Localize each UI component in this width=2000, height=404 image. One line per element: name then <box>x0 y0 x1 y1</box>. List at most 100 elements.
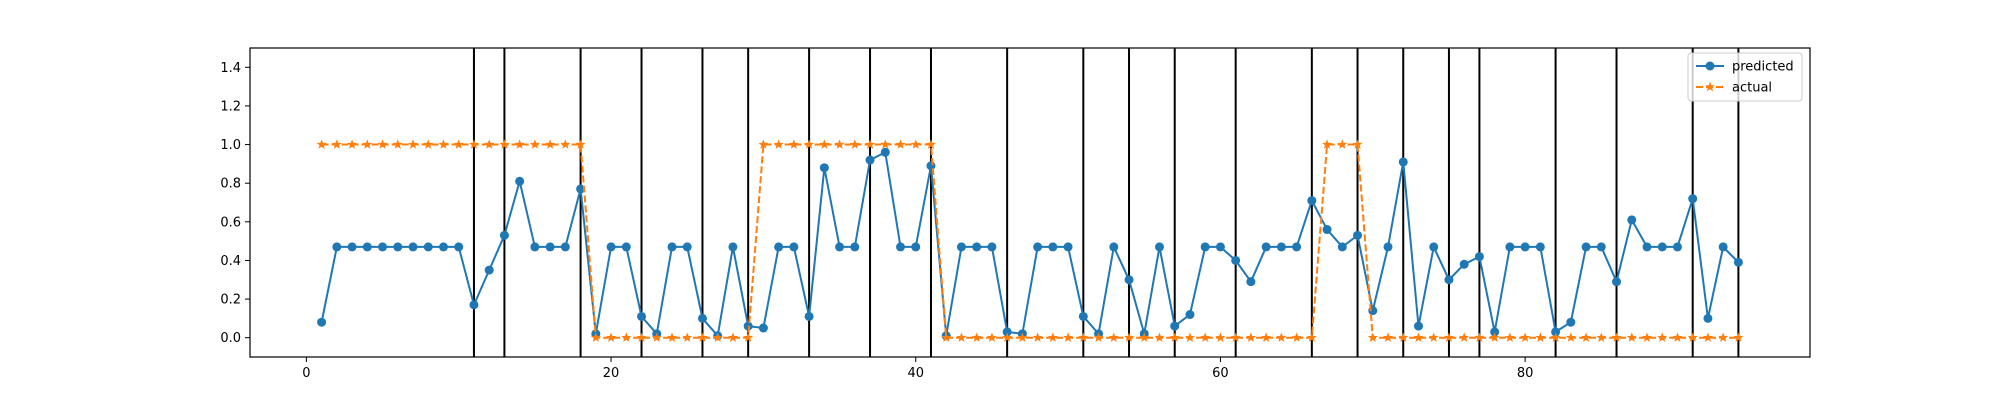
data-point-predicted <box>1383 242 1393 252</box>
data-point-predicted <box>347 242 357 252</box>
legend-marker-actual <box>1705 81 1715 92</box>
data-point-actual <box>849 139 860 149</box>
data-point-actual <box>1367 332 1378 342</box>
data-point-actual <box>880 139 891 149</box>
data-point-predicted <box>1672 242 1682 252</box>
data-point-actual <box>1626 332 1637 342</box>
data-point-actual <box>316 139 327 149</box>
data-point-predicted <box>515 176 525 186</box>
data-point-predicted <box>499 230 509 240</box>
data-point-actual <box>758 139 769 149</box>
data-point-actual <box>347 139 358 149</box>
data-point-actual <box>392 139 403 149</box>
data-point-actual <box>514 139 525 149</box>
data-point-actual <box>1702 332 1713 342</box>
data-point-actual <box>1611 332 1622 342</box>
data-point-actual <box>773 139 784 149</box>
legend-marker-predicted <box>1705 61 1715 71</box>
data-point-predicted <box>758 323 768 333</box>
data-point-predicted <box>606 242 616 252</box>
plot-frame <box>249 47 1811 358</box>
data-point-predicted <box>835 242 845 252</box>
data-point-predicted <box>1718 242 1728 252</box>
axes: 0 20 40 60 80 0.0 0.2 0.4 0.6 0.8 1.0 1.2 1.4 <box>220 47 1811 381</box>
data-point-actual <box>1474 332 1485 342</box>
data-point-predicted <box>438 242 448 252</box>
data-point-actual <box>1520 332 1531 342</box>
data-point-actual <box>1657 332 1668 342</box>
y-tick-label: 0.4 <box>220 254 241 269</box>
data-point-actual <box>1017 332 1028 342</box>
data-point-actual <box>560 139 571 149</box>
data-point-actual <box>423 139 434 149</box>
data-point-predicted <box>1215 242 1225 252</box>
data-point-actual <box>697 332 708 342</box>
data-point-actual <box>590 332 601 342</box>
data-point-actual <box>438 139 449 149</box>
y-tick-label: 1.0 <box>220 138 241 153</box>
data-point-actual <box>834 139 845 149</box>
data-point-actual <box>1047 332 1058 342</box>
x-tick-label: 80 <box>1517 366 1534 381</box>
data-point-actual <box>453 139 464 149</box>
data-point-actual <box>1398 332 1409 342</box>
data-point-actual <box>910 139 921 149</box>
data-point-predicted <box>1337 242 1347 252</box>
data-point-predicted <box>454 242 464 252</box>
data-point-actual <box>1322 139 1333 149</box>
data-point-actual <box>1108 332 1119 342</box>
legend-entry-predicted: predicted <box>1696 60 1794 75</box>
data-point-predicted <box>1612 277 1622 287</box>
data-point-predicted <box>1459 259 1469 269</box>
data-point-predicted <box>911 242 921 252</box>
data-point-predicted <box>423 242 433 252</box>
data-point-predicted <box>378 242 388 252</box>
data-point-actual <box>1733 332 1744 342</box>
data-point-actual <box>1063 332 1074 342</box>
data-point-actual <box>712 332 723 342</box>
data-point-predicted <box>1551 327 1561 337</box>
data-point-predicted <box>1231 255 1241 265</box>
data-point-actual <box>1565 332 1576 342</box>
data-point-predicted <box>880 147 890 157</box>
data-point-actual <box>1139 332 1150 342</box>
data-point-actual <box>727 332 738 342</box>
data-point-predicted <box>896 242 906 252</box>
data-point-predicted <box>1292 242 1302 252</box>
data-point-predicted <box>1505 242 1515 252</box>
series-actual <box>316 139 1744 342</box>
data-point-predicted <box>667 242 677 252</box>
data-point-predicted <box>956 242 966 252</box>
data-point-predicted <box>1490 327 1500 337</box>
y-tick-label: 1.4 <box>220 61 241 76</box>
data-point-actual <box>1306 332 1317 342</box>
legend-entry-actual: actual <box>1696 81 1772 96</box>
x-tick-label: 0 <box>302 366 310 381</box>
data-point-actual <box>788 139 799 149</box>
data-point-predicted <box>1200 242 1210 252</box>
data-point-predicted <box>1078 311 1088 321</box>
data-point-actual <box>1337 139 1348 149</box>
data-point-predicted <box>530 242 540 252</box>
data-point-actual <box>1444 332 1454 342</box>
data-point-predicted <box>972 242 982 252</box>
data-point-predicted <box>1170 321 1180 331</box>
data-point-actual <box>1687 332 1698 342</box>
data-point-actual <box>1245 332 1256 342</box>
data-point-actual <box>1291 332 1302 342</box>
data-point-actual <box>1718 332 1729 342</box>
data-point-actual <box>1459 332 1470 342</box>
data-point-actual <box>636 332 647 342</box>
data-point-actual <box>651 332 662 342</box>
data-point-predicted <box>1703 313 1713 323</box>
data-point-actual <box>1550 332 1561 342</box>
data-point-actual <box>926 139 936 149</box>
data-point-actual <box>1093 332 1104 342</box>
data-point-actual <box>971 332 982 342</box>
data-point-actual <box>1124 332 1134 342</box>
data-point-actual <box>1200 332 1211 342</box>
data-point-actual <box>606 332 616 342</box>
data-point-actual <box>819 139 830 149</box>
data-point-actual <box>1078 332 1089 342</box>
